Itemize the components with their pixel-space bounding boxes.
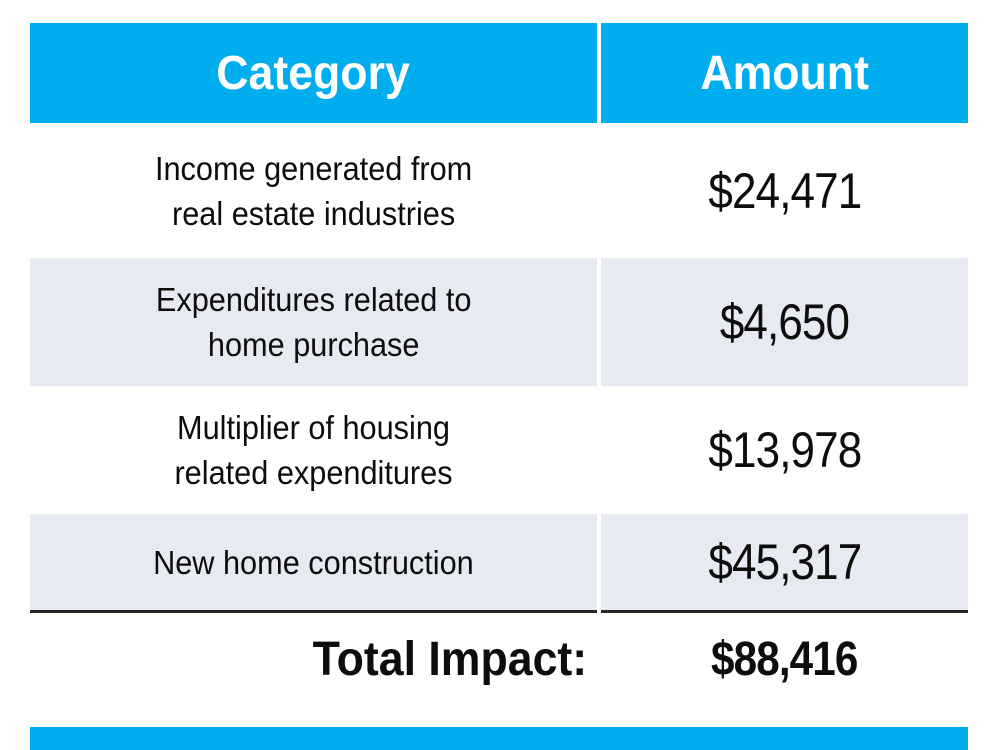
category-cell: Multiplier of housing related expenditur… xyxy=(30,386,597,514)
category-text: New home construction xyxy=(153,543,474,581)
rule-gap xyxy=(597,610,601,613)
table-header-row: Category Amount xyxy=(30,23,968,123)
total-amount-cell: $88,416 xyxy=(601,613,968,705)
amount-cell: $24,471 xyxy=(601,123,968,258)
amount-text: $13,978 xyxy=(708,422,862,478)
header-amount-cell: Amount xyxy=(601,23,968,123)
header-amount-label: Amount xyxy=(700,46,869,100)
category-text: Income generated from real estate indust… xyxy=(154,149,473,232)
total-label-cell: Total Impact: xyxy=(30,613,597,705)
bottom-accent-bar xyxy=(30,727,968,750)
total-amount: $88,416 xyxy=(711,632,858,686)
header-category-label: Category xyxy=(216,46,411,100)
column-divider xyxy=(597,613,601,705)
amount-cell: $45,317 xyxy=(601,514,968,610)
amount-cell: $13,978 xyxy=(601,386,968,514)
amount-text: $45,317 xyxy=(708,534,862,590)
table-row: Expenditures related to home purchase $4… xyxy=(30,258,968,386)
column-divider xyxy=(597,123,601,258)
column-divider xyxy=(597,386,601,514)
column-divider xyxy=(597,23,601,123)
category-cell: Income generated from real estate indust… xyxy=(30,123,597,258)
category-text: Multiplier of housing related expenditur… xyxy=(174,409,453,491)
header-category-cell: Category xyxy=(30,23,597,123)
column-divider xyxy=(597,514,601,610)
rule-segment xyxy=(30,610,597,613)
column-divider xyxy=(597,258,601,386)
amount-cell: $4,650 xyxy=(601,258,968,386)
category-cell: Expenditures related to home purchase xyxy=(30,258,597,386)
total-label: Total Impact: xyxy=(312,632,587,686)
category-cell: New home construction xyxy=(30,514,597,610)
economic-impact-table: Category Amount Income generated from re… xyxy=(30,23,968,705)
amount-text: $4,650 xyxy=(719,294,850,350)
table-row: New home construction $45,317 xyxy=(30,514,968,610)
total-row: Total Impact: $88,416 xyxy=(30,613,968,705)
amount-text: $24,471 xyxy=(708,162,862,219)
total-divider-rule xyxy=(30,610,968,613)
category-text: Expenditures related to home purchase xyxy=(155,281,472,363)
rule-segment xyxy=(601,610,968,613)
table-row: Income generated from real estate indust… xyxy=(30,123,968,258)
table-row: Multiplier of housing related expenditur… xyxy=(30,386,968,514)
